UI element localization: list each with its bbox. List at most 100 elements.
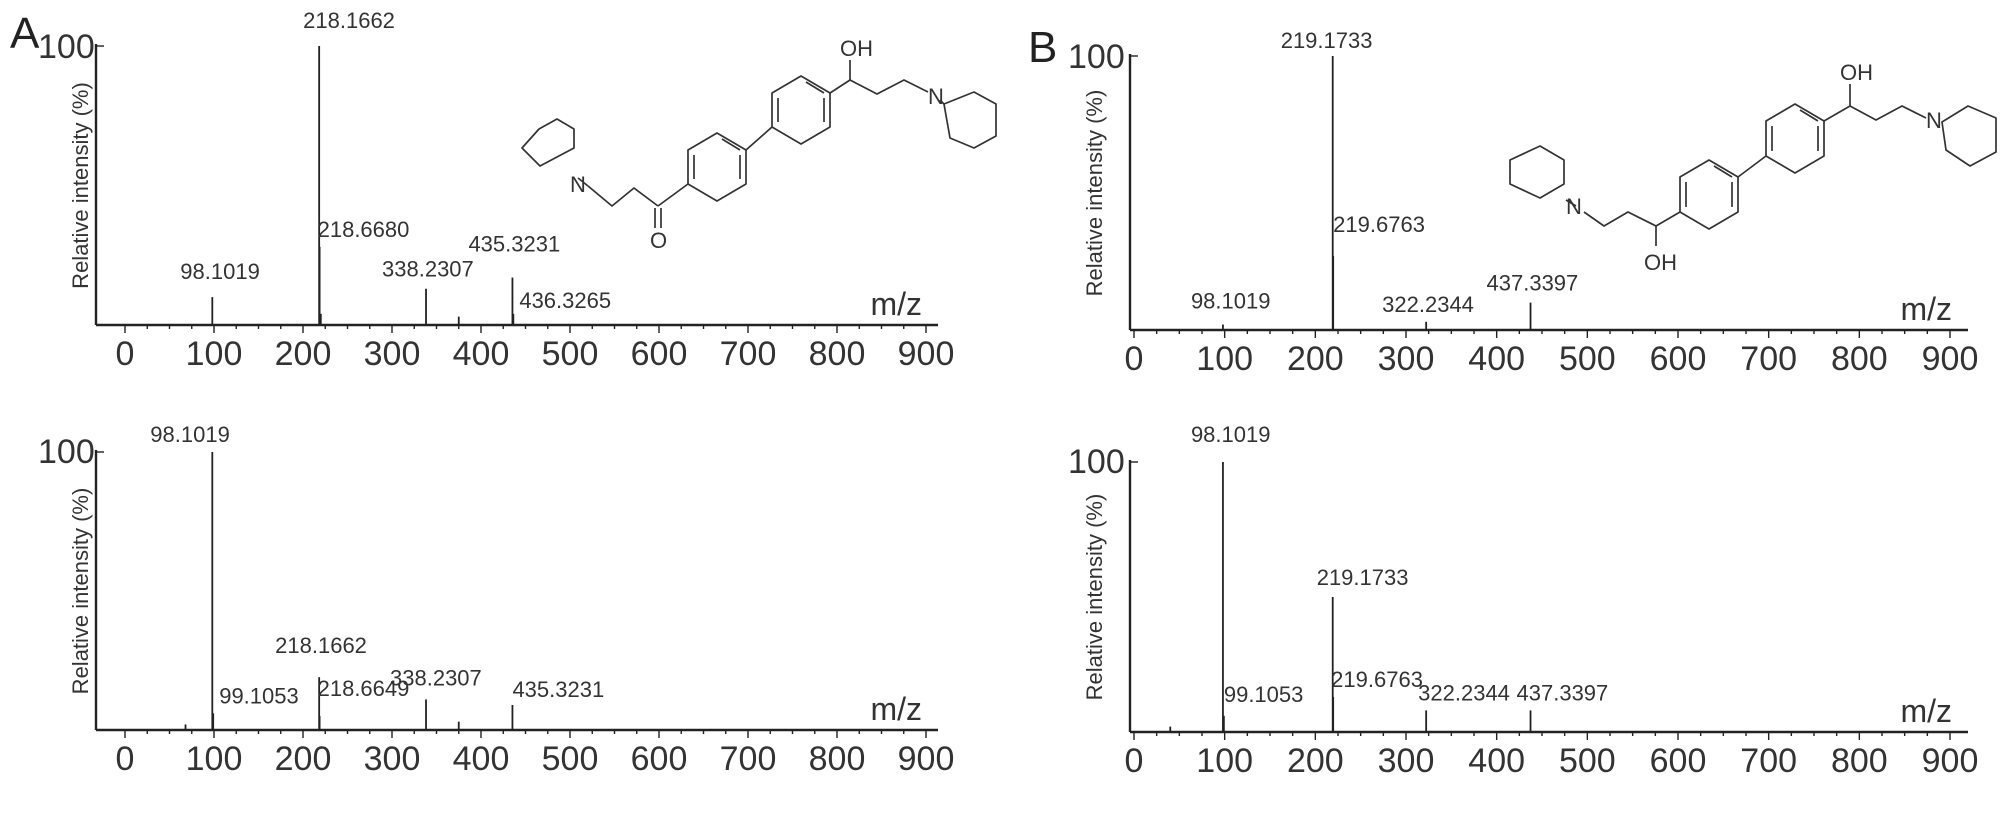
chart-2-peak-label-4: 322.2344 — [1382, 292, 1474, 317]
piperidine-ring-right-b — [1941, 105, 1997, 167]
chart-1-x-tick-label-500: 500 — [542, 335, 599, 373]
chart-3-x-tick-label-800: 800 — [809, 740, 866, 778]
chart-4-x-tick-label-0: 0 — [1125, 742, 1144, 780]
chart-2-y-max-label: 100 — [1068, 38, 1125, 76]
chart-3-peak-label-3: 218.1662 — [275, 633, 367, 658]
chart-4-x-tick-label-600: 600 — [1650, 742, 1707, 780]
atom-oh-b-lower: OH — [1644, 250, 1677, 275]
chart-2-x-tick-label-200: 200 — [1287, 340, 1344, 378]
chart-2-peak-label-1: 98.1019 — [1191, 289, 1271, 314]
phenyl-ring-2 — [771, 75, 831, 145]
chart-4-x-tick-label-100: 100 — [1196, 742, 1253, 780]
structure-a: OH N N O — [521, 36, 997, 253]
chart-2-x-tick-label-800: 800 — [1831, 340, 1888, 378]
chart-4-peak-label-2: 99.1053 — [1224, 682, 1304, 707]
chart-2-x-tick-label-700: 700 — [1740, 340, 1797, 378]
atom-o-a: O — [650, 228, 667, 253]
chart-4-x-tick-label-500: 500 — [1559, 742, 1616, 780]
chart-4-peak-label-4: 219.6763 — [1331, 667, 1423, 692]
structure-b-bonds — [1509, 84, 1997, 246]
phenyl-ring-1-b — [1679, 159, 1739, 230]
chart-2-y-axis-title: Relative intensity (%) — [1082, 90, 1107, 297]
chart-3-x-tick-label-400: 400 — [453, 740, 510, 778]
piperidine-ring-left-b — [1509, 145, 1565, 199]
chart-4-x-tick-label-900: 900 — [1922, 742, 1979, 780]
propyl-linker-b2 — [1849, 105, 1927, 121]
panel-letter-b: B — [1028, 23, 1057, 72]
chart-1-x-axis-unit: m/z — [870, 286, 922, 322]
chart-3-x-tick-label-200: 200 — [275, 740, 332, 778]
piperidine-ring-right — [943, 91, 997, 149]
chart-3-peak-label-6: 435.3231 — [512, 677, 604, 702]
chart-1-peak-label-2: 218.1662 — [303, 8, 395, 33]
chart-3-y-max-label: 100 — [38, 433, 95, 471]
propyl-linker-a — [587, 185, 659, 207]
structure-a-bonds — [521, 60, 997, 228]
chart-4-peak-label-1: 98.1019 — [1191, 422, 1271, 447]
atom-n-b-left: N — [1566, 194, 1582, 219]
chart-3-x-tick-label-900: 900 — [898, 740, 955, 778]
chart-1-x-tick-label-200: 200 — [275, 335, 332, 373]
chart-3-x-tick-label-300: 300 — [364, 740, 421, 778]
chart-2-x-tick-label-600: 600 — [1650, 340, 1707, 378]
phenyl-ring-2-b — [1765, 103, 1825, 174]
chart-3-peak-label-5: 338.2307 — [390, 665, 482, 690]
chart-1-peak-label-3: 218.6680 — [318, 217, 410, 242]
atom-oh-b-upper: OH — [1840, 60, 1873, 85]
propyl-linker-a2 — [849, 79, 929, 95]
atom-n-b-right: N — [1926, 108, 1942, 133]
chart-3-x-axis-unit: m/z — [870, 691, 922, 727]
chart-2-x-tick-label-900: 900 — [1922, 340, 1979, 378]
atom-n-a-left: N — [570, 172, 586, 197]
piperidine-ring-left — [521, 118, 575, 167]
chart-1-peak-label-1: 98.1019 — [180, 259, 260, 284]
atom-n-a-right: N — [928, 84, 944, 109]
chart-3-x-tick-label-600: 600 — [631, 740, 688, 778]
chart-4-x-tick-label-800: 800 — [1831, 742, 1888, 780]
chart-1-y-axis-title: Relative intensity (%) — [68, 82, 93, 289]
chart-1-x-tick-label-900: 900 — [898, 335, 955, 373]
structure-b: OH N N OH — [1509, 60, 1997, 275]
chart-1-x-tick-label-700: 700 — [720, 335, 777, 373]
chart-3-peak-label-1: 98.1019 — [150, 422, 230, 447]
chart-4-x-axis-unit: m/z — [1900, 693, 1952, 729]
chart-1-peak-label-4: 338.2307 — [382, 257, 474, 282]
chart-4-x-tick-label-300: 300 — [1378, 742, 1435, 780]
chart-1-y-max-label: 100 — [38, 28, 95, 66]
chart-4-y-max-label: 100 — [1068, 443, 1125, 481]
atom-oh-a: OH — [840, 36, 873, 61]
chart-3-x-tick-label-500: 500 — [542, 740, 599, 778]
chart-1-x-tick-label-600: 600 — [631, 335, 688, 373]
chart-1-x-tick-label-800: 800 — [809, 335, 866, 373]
chart-4-x-tick-label-700: 700 — [1740, 742, 1797, 780]
chart-1-x-tick-label-300: 300 — [364, 335, 421, 373]
panel-letter-a: A — [10, 9, 40, 58]
chart-3-peak-label-4: 218.6649 — [318, 676, 410, 701]
chart-1-peak-label-5: 435.3231 — [468, 232, 560, 257]
chart-3-peak-label-2: 99.1053 — [219, 683, 299, 708]
chart-2-peak-label-5: 437.3397 — [1487, 271, 1579, 296]
chart-1-peak-label-6: 436.3265 — [519, 288, 611, 313]
chart-4-x-tick-label-400: 400 — [1468, 742, 1525, 780]
chart-1-x-tick-label-400: 400 — [453, 335, 510, 373]
chart-3-y-axis-title: Relative intensity (%) — [68, 488, 93, 695]
chart-4-peak-label-6: 437.3397 — [1517, 680, 1609, 705]
chart-2-x-tick-label-500: 500 — [1559, 340, 1616, 378]
chart-4-y-axis-title: Relative intensity (%) — [1082, 494, 1107, 701]
chart-1-x-tick-label-100: 100 — [186, 335, 243, 373]
chart-2-x-tick-label-400: 400 — [1468, 340, 1525, 378]
chart-3-x-tick-label-100: 100 — [186, 740, 243, 778]
chart-2-x-tick-label-0: 0 — [1125, 340, 1144, 378]
phenyl-ring-1 — [687, 132, 747, 202]
chart-1-x-tick-label-0: 0 — [116, 335, 135, 373]
chart-2-x-tick-label-300: 300 — [1378, 340, 1435, 378]
chart-2-x-axis-unit: m/z — [1900, 291, 1952, 327]
chart-2-x-tick-label-100: 100 — [1196, 340, 1253, 378]
chart-2-peak-label-2: 219.1733 — [1281, 28, 1373, 53]
propyl-linker-b — [1583, 211, 1681, 227]
chart-2-peak-label-3: 219.6763 — [1333, 212, 1425, 237]
chart-4-peak-label-3: 219.1733 — [1317, 565, 1409, 590]
chart-3-x-tick-label-0: 0 — [116, 740, 135, 778]
chart-4-peak-label-5: 322.2344 — [1418, 680, 1510, 705]
